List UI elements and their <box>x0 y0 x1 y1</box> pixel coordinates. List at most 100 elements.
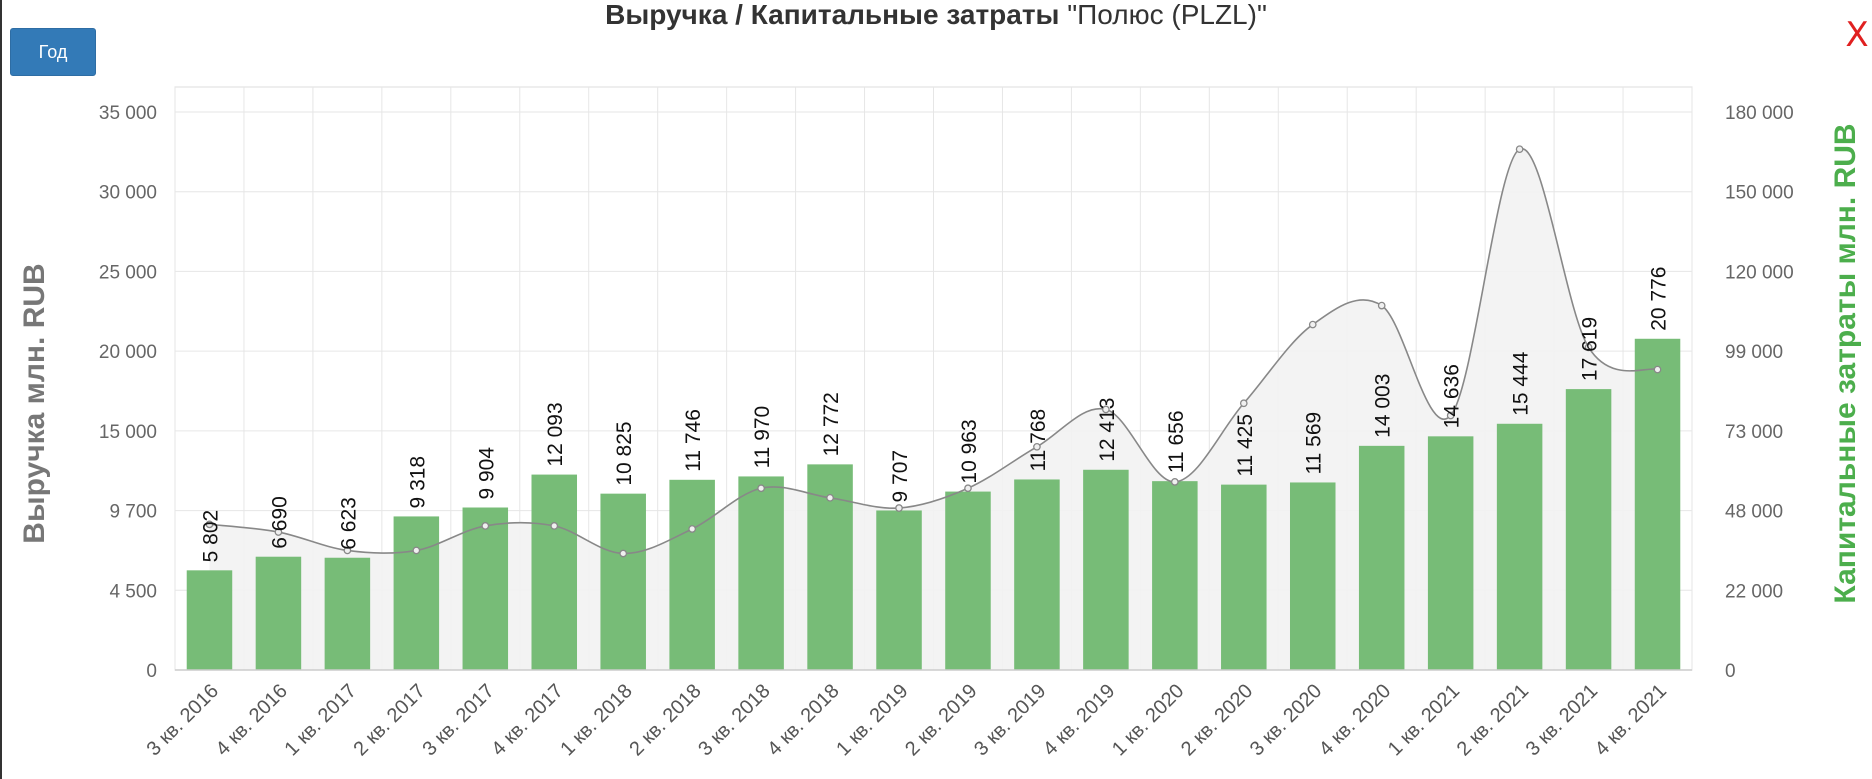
x-tick-label: 1 кв. 2018 <box>556 680 636 760</box>
bar-value-label: 11 569 <box>1303 412 1326 475</box>
x-tick-label: 3 кв. 2020 <box>1246 680 1326 760</box>
revenue-bar <box>1496 423 1543 670</box>
capex-point <box>481 522 490 530</box>
x-tick-label: 2 кв. 2018 <box>625 680 705 760</box>
capex-point <box>1653 365 1662 374</box>
bar-value-label: 14 003 <box>1372 374 1395 438</box>
y-right-axis-title: Капитальные затраты млн. RUB <box>1829 123 1862 603</box>
x-tick-label: 1 кв. 2020 <box>1108 680 1188 760</box>
x-tick-label: 4 кв. 2021 <box>1591 680 1671 760</box>
bar-value-label: 17 619 <box>1579 317 1602 381</box>
x-tick-label: 1 кв. 2017 <box>281 680 361 760</box>
capex-point <box>688 525 697 533</box>
capex-point <box>550 522 559 530</box>
revenue-bar <box>1565 389 1612 670</box>
y-right-tick-label: 120 000 <box>1725 262 1794 283</box>
bar-value-label: 10 825 <box>613 421 636 485</box>
y-left-tick-label: 9 700 <box>109 502 157 523</box>
window-edge <box>0 0 2 779</box>
bar-value-label: 9 707 <box>889 450 912 503</box>
revenue-bar <box>738 476 784 670</box>
revenue-bar <box>669 479 715 670</box>
y-left-tick-label: 20 000 <box>99 342 157 363</box>
capex-point <box>1446 411 1455 420</box>
y-right-tick-label: 73 000 <box>1725 422 1783 443</box>
revenue-bar <box>600 493 646 670</box>
bar-value-label: 11 656 <box>1165 410 1188 473</box>
chart-title: Выручка / Капитальные затраты "Полюс (PL… <box>0 0 1872 30</box>
revenue-bar <box>462 507 509 670</box>
bar-value-label: 9 904 <box>475 447 498 500</box>
bar-value-label: 5 802 <box>199 510 222 563</box>
revenue-bar <box>1634 338 1681 670</box>
capex-point <box>757 484 765 493</box>
capex-point <box>1308 320 1317 329</box>
y-right-tick-label: 150 000 <box>1725 183 1794 204</box>
bar-value-label: 11 746 <box>682 409 705 472</box>
capex-point <box>343 546 352 555</box>
close-button[interactable]: X <box>1845 15 1869 55</box>
y-left-tick-label: 4 500 <box>109 581 157 602</box>
revenue-bar <box>393 516 440 670</box>
bar-value-label: 12 413 <box>1096 398 1119 462</box>
x-tick-label: 3 кв. 2017 <box>418 680 498 760</box>
revenue-bar <box>945 491 991 670</box>
capex-point <box>1515 145 1524 154</box>
capex-point <box>1377 301 1386 310</box>
y-right-tick-label: 48 000 <box>1725 502 1783 523</box>
x-tick-label: 2 кв. 2021 <box>1453 680 1533 760</box>
revenue-bar <box>324 557 371 670</box>
y-left-tick-label: 30 000 <box>99 183 157 204</box>
capex-point <box>826 493 834 502</box>
x-tick-label: 3 кв. 2021 <box>1522 680 1602 760</box>
x-tick-label: 4 кв. 2019 <box>1039 680 1119 760</box>
bar-value-label: 6 623 <box>337 497 360 550</box>
y-right-tick-label: 180 000 <box>1725 103 1794 124</box>
x-tick-label: 3 кв. 2016 <box>143 680 223 760</box>
y-left-axis-title: Выручка млн. RUB <box>18 263 51 543</box>
bar-value-label: 10 963 <box>958 419 981 483</box>
x-tick-label: 1 кв. 2021 <box>1384 680 1464 760</box>
y-right-tick-label: 22 000 <box>1725 581 1783 602</box>
revenue-bar <box>1083 469 1129 670</box>
data-labels: 5 802 6 690 6 623 9 318 9 904 12 093 10 825 11 … <box>199 267 1670 563</box>
revenue-bar <box>1014 479 1060 670</box>
period-year-button[interactable]: Год <box>10 28 96 76</box>
bar-value-label: 15 444 <box>1510 351 1533 416</box>
revenue-bar <box>1221 484 1267 670</box>
chart-title-company: "Полюс (PLZL)" <box>1067 0 1267 30</box>
capex-point <box>412 546 421 555</box>
y-left-tick-label: 35 000 <box>99 103 157 124</box>
x-tick-label: 2 кв. 2019 <box>901 680 981 760</box>
y-left-tick-label: 25 000 <box>99 262 157 283</box>
bar-value-label: 9 318 <box>406 456 429 509</box>
x-tick-label: 1 кв. 2019 <box>832 680 912 760</box>
capex-point <box>619 549 628 558</box>
capex-point <box>1033 442 1041 451</box>
bar-value-label: 12 093 <box>544 402 567 466</box>
revenue-bar <box>1152 481 1198 670</box>
chart-title-main: Выручка / Капитальные затраты <box>605 0 1060 30</box>
capex-point <box>1170 478 1179 486</box>
revenue-bar <box>1427 436 1474 670</box>
capex-point <box>1102 405 1110 414</box>
y-right-tick-label: 0 <box>1725 661 1736 682</box>
revenue-bar <box>1289 482 1336 670</box>
x-tick-label: 2 кв. 2017 <box>349 680 429 760</box>
revenue-bar <box>186 570 233 670</box>
capex-point <box>1239 399 1248 408</box>
capex-point <box>1584 343 1593 352</box>
revenue-bar <box>531 474 578 670</box>
bar-value-label: 11 970 <box>751 406 774 469</box>
bar-value-label: 12 772 <box>820 392 843 456</box>
capex-line <box>205 145 1662 558</box>
x-tick-label: 4 кв. 2016 <box>212 680 292 760</box>
revenue-bar <box>1358 445 1405 670</box>
x-tick-label: 2 кв. 2020 <box>1177 680 1257 760</box>
capex-point <box>274 528 283 536</box>
capex-point <box>895 504 903 512</box>
y-left-tick-label: 0 <box>146 661 157 682</box>
capex-point <box>205 520 214 529</box>
capex-point <box>964 484 972 493</box>
